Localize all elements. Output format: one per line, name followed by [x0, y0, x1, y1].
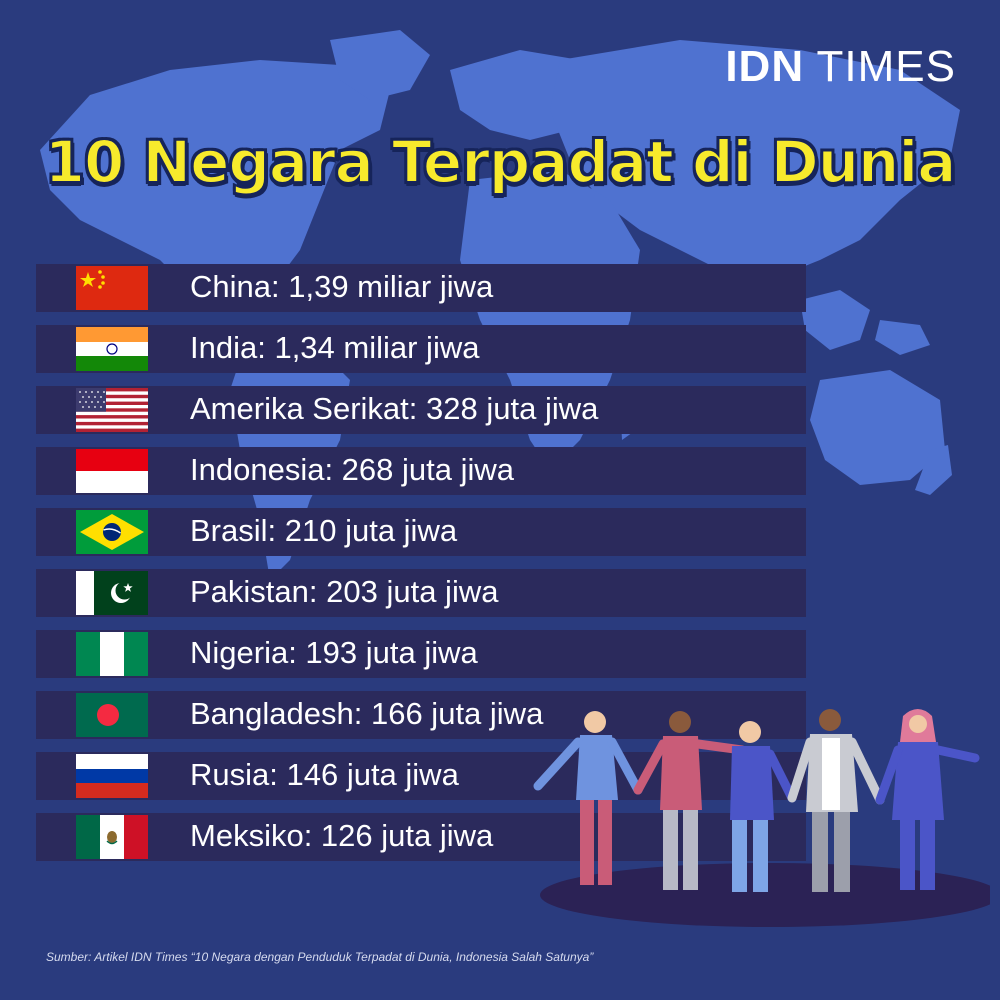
- country-label: Meksiko: 126 juta jiwa: [190, 818, 494, 853]
- person-5: [875, 709, 980, 890]
- country-label: Pakistan: 203 juta jiwa: [190, 574, 499, 609]
- pakistan-flag-icon: [76, 571, 148, 615]
- people-holding-hands-illustration: [533, 709, 990, 927]
- list-item: Indonesia: 268 juta jiwa: [36, 447, 806, 495]
- logo-bold-text: IDN: [725, 42, 805, 91]
- country-list: China: 1,39 miliar jiwa India: 1,34 mili…: [36, 264, 806, 874]
- country-label: India: 1,34 miliar jiwa: [190, 330, 480, 365]
- list-item: Amerika Serikat: 328 juta jiwa: [36, 386, 806, 434]
- country-label: Brasil: 210 juta jiwa: [190, 513, 458, 548]
- person-2: [633, 711, 747, 890]
- china-flag-icon: [76, 266, 148, 310]
- source-caption: Sumber: Artikel IDN Times “10 Negara den…: [46, 950, 594, 964]
- country-label: Rusia: 146 juta jiwa: [190, 757, 459, 792]
- logo-light-text: TIMES: [816, 42, 956, 91]
- country-label: Nigeria: 193 juta jiwa: [190, 635, 478, 670]
- country-label: Amerika Serikat: 328 juta jiwa: [190, 391, 599, 426]
- country-label: Indonesia: 268 juta jiwa: [190, 452, 515, 487]
- person-4: [787, 709, 885, 892]
- country-label: China: 1,39 miliar jiwa: [190, 269, 494, 304]
- nigeria-flag-icon: [76, 632, 148, 676]
- person-3: [730, 721, 797, 892]
- person-1: [533, 711, 643, 885]
- brazil-flag-icon: [76, 510, 148, 554]
- india-flag-icon: [76, 327, 148, 371]
- mexico-flag-icon: [76, 815, 148, 859]
- russia-flag-icon: [76, 754, 148, 798]
- indonesia-flag-icon: [76, 449, 148, 493]
- list-item: China: 1,39 miliar jiwa: [36, 264, 806, 312]
- list-item: India: 1,34 miliar jiwa: [36, 325, 806, 373]
- usa-flag-icon: [76, 388, 148, 432]
- page-title: 10 Negara Terpadat di Dunia: [44, 127, 958, 197]
- list-item: Pakistan: 203 juta jiwa: [36, 569, 806, 617]
- idn-times-logo: IDN TIMES: [725, 42, 956, 92]
- bangladesh-flag-icon: [76, 693, 148, 737]
- list-item: Nigeria: 193 juta jiwa: [36, 630, 806, 678]
- list-item: Brasil: 210 juta jiwa: [36, 508, 806, 556]
- country-label: Bangladesh: 166 juta jiwa: [190, 696, 544, 731]
